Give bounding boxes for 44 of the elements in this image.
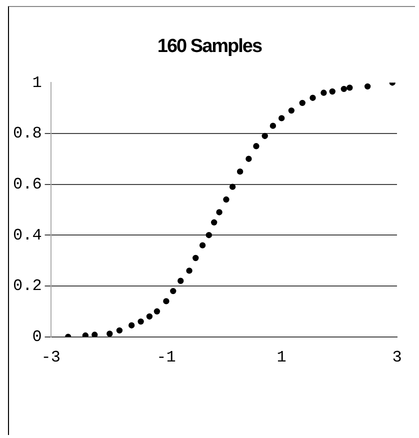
y-tick-label: 0.4 bbox=[12, 226, 42, 244]
point bbox=[206, 232, 212, 238]
y-tick-label: 0 bbox=[32, 328, 42, 346]
point bbox=[92, 332, 98, 337]
point bbox=[170, 288, 176, 294]
point bbox=[364, 83, 371, 90]
point bbox=[192, 254, 199, 262]
point bbox=[320, 90, 327, 96]
point bbox=[216, 209, 222, 216]
chart-title: 160 Samples bbox=[156, 36, 263, 58]
point bbox=[82, 332, 89, 337]
point bbox=[163, 298, 170, 304]
point bbox=[146, 313, 153, 320]
y-tick-label: 0.6 bbox=[12, 176, 42, 194]
x-tick-label: 1 bbox=[276, 348, 286, 367]
y-tick-label: 0.8 bbox=[12, 124, 42, 143]
point bbox=[246, 156, 252, 162]
point bbox=[223, 196, 230, 203]
point bbox=[288, 107, 295, 114]
point bbox=[278, 115, 285, 122]
point bbox=[270, 122, 276, 129]
point bbox=[262, 132, 268, 140]
point bbox=[138, 318, 144, 325]
point bbox=[154, 308, 160, 314]
point bbox=[299, 100, 306, 106]
x-tick-label: -1 bbox=[156, 348, 176, 367]
point bbox=[116, 327, 123, 334]
y-tick-label: 0.2 bbox=[12, 277, 42, 296]
point bbox=[329, 88, 336, 95]
point bbox=[236, 168, 244, 175]
point bbox=[210, 219, 218, 226]
x-tick-label: 3 bbox=[392, 348, 402, 367]
point bbox=[128, 322, 135, 328]
point bbox=[178, 278, 184, 284]
x-tick-label: -3 bbox=[41, 348, 60, 367]
point bbox=[346, 84, 353, 91]
point bbox=[186, 268, 192, 274]
point bbox=[253, 143, 260, 150]
point bbox=[229, 184, 236, 190]
point bbox=[340, 86, 348, 92]
point bbox=[106, 330, 113, 337]
y-tick-label: 1 bbox=[32, 74, 42, 92]
point bbox=[199, 242, 206, 248]
point bbox=[310, 94, 316, 101]
